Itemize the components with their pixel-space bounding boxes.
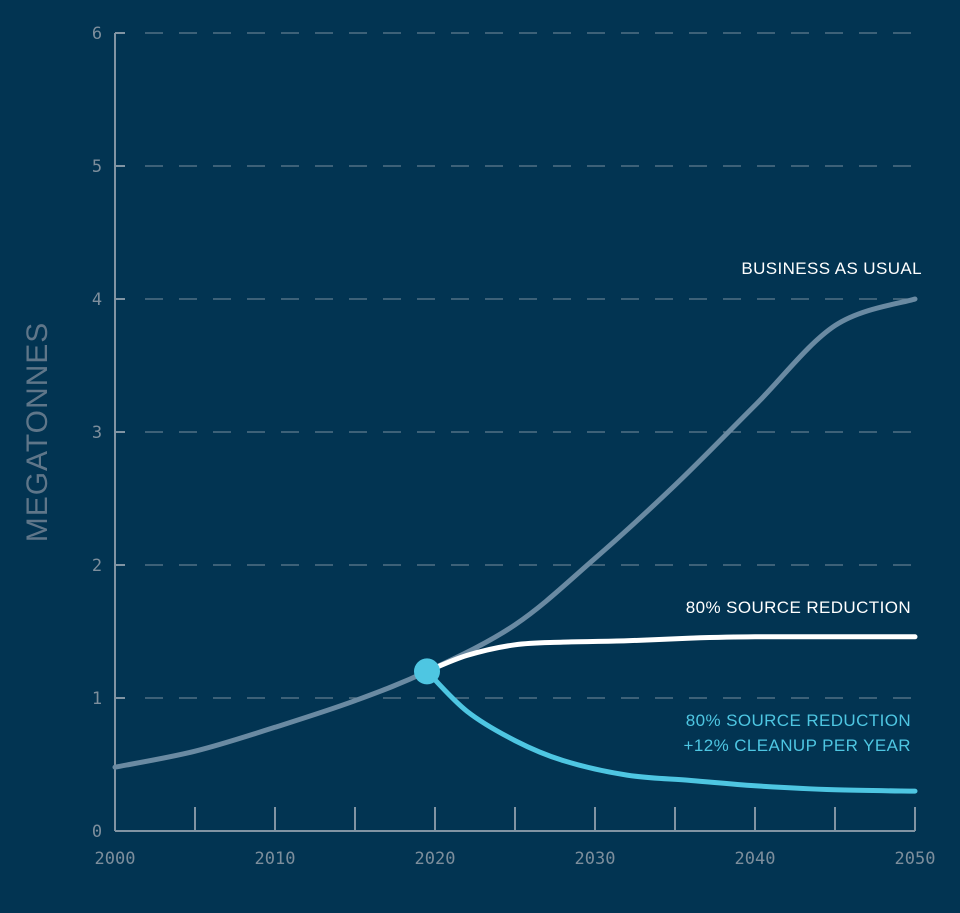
- divergence-marker: [414, 658, 440, 685]
- x-tick-label-2030: 2030: [575, 849, 616, 869]
- series-line-1: [112, 296, 918, 770]
- series-line-2: [424, 634, 918, 674]
- x-tick-label-2000: 2000: [95, 849, 136, 869]
- y-axis-label: MEGATONNES: [21, 322, 54, 543]
- series-label-1-line-1: BUSINESS AS USUAL: [741, 259, 922, 278]
- x-tick-label-2010: 2010: [255, 849, 296, 869]
- series-label-2-line-1: 80% SOURCE REDUCTION: [686, 598, 911, 617]
- x-tick-label-2020: 2020: [415, 849, 456, 869]
- y-tick-label-3: 3: [92, 423, 102, 443]
- x-tick-label-2040: 2040: [735, 849, 776, 869]
- y-tick-label-5: 5: [92, 157, 102, 177]
- series-line-3: [424, 668, 918, 794]
- series-label-3-line-2: +12% CLEANUP PER YEAR: [684, 736, 911, 755]
- y-tick-label-0: 0: [92, 822, 102, 842]
- y-tick-label-2: 2: [92, 556, 102, 576]
- grid: [145, 32, 915, 699]
- y-tick-label-1: 1: [92, 689, 102, 709]
- x-tick-label-2050: 2050: [895, 849, 936, 869]
- axes: 0 1 2 3 4 5 6 2000 2010 2020 2030 2040 2050: [92, 24, 936, 869]
- series-lines: [112, 296, 918, 794]
- series-labels: BUSINESS AS USUAL 80% SOURCE REDUCTION 80%…: [684, 259, 922, 755]
- y-tick-label-6: 6: [92, 24, 102, 44]
- y-tick-label-4: 4: [92, 290, 102, 310]
- series-label-3-line-1: 80% SOURCE REDUCTION: [686, 711, 911, 730]
